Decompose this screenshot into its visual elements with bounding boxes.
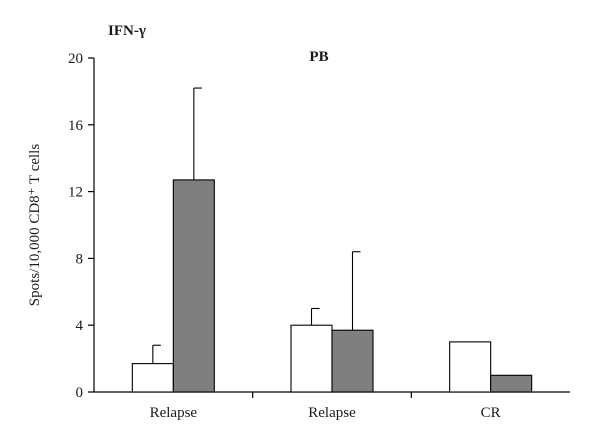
chart-title: PB [309,49,328,65]
bar [490,374,533,393]
y-tick-label: 8 [76,251,84,267]
y-tick-label: 4 [76,318,84,334]
bar [449,341,492,393]
bar [131,363,174,393]
x-category-label: Relapse [150,405,198,421]
corner-label: IFN-γ [108,23,146,39]
bars [131,179,533,393]
x-category-label: CR [481,405,501,421]
y-tick-label: 0 [76,385,84,401]
y-tick-label: 12 [68,185,83,201]
x-category-label: Relapse [308,405,356,421]
x-categories: Relapse Relapse CR [150,392,501,421]
y-tick-label: 16 [68,118,84,134]
bar [290,324,333,393]
y-ticks: 0 4 8 12 16 20 [68,51,94,401]
y-axis-label: Spots/10,000 CD8⁺ T cells [27,144,43,307]
y-tick-label: 20 [68,51,83,67]
bar [331,329,374,393]
error-bars [152,87,361,364]
bar [172,179,215,393]
